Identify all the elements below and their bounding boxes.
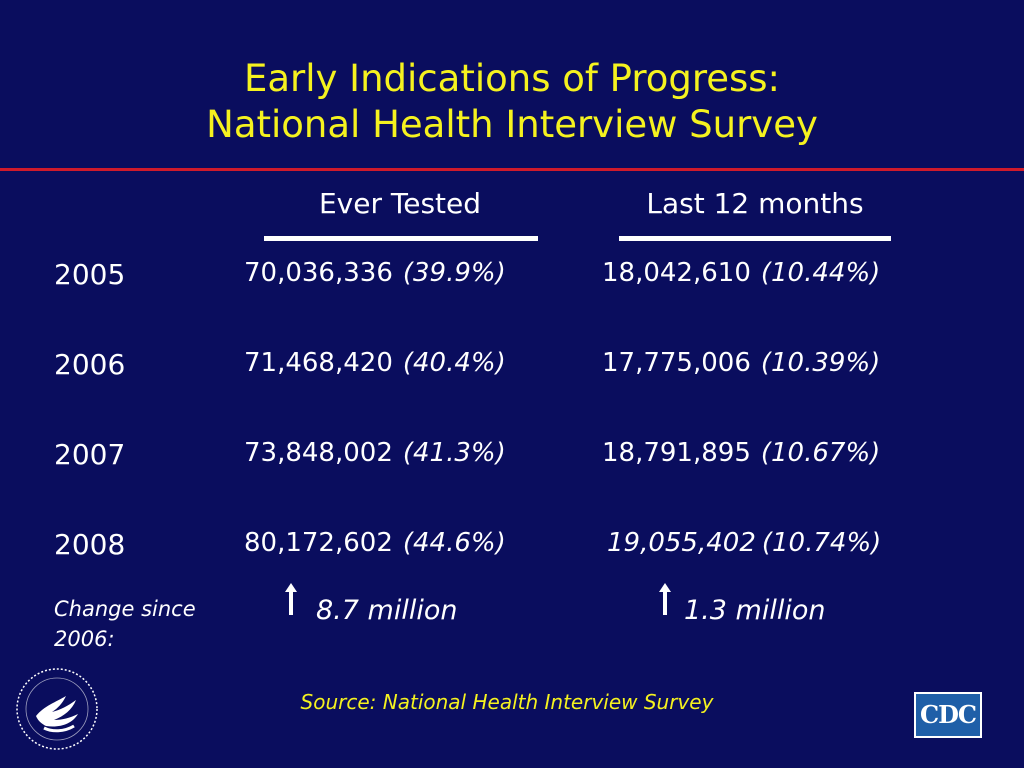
- row-year: 2007: [54, 438, 126, 471]
- last-12-months-cell: 18,791,895 (10.67%): [602, 438, 880, 468]
- ever-tested-cell: 73,848,002 (41.3%): [244, 438, 506, 468]
- last-12-months-change: 1.3 million: [684, 595, 826, 626]
- column-header-ever-tested: Ever Tested: [318, 187, 482, 220]
- last-12-months-percent: (10.44%): [760, 258, 881, 288]
- ever-tested-change: 8.7 million: [316, 595, 458, 626]
- ever-tested-percent: (40.4%): [402, 348, 506, 378]
- ever-tested-percent: (41.3%): [402, 438, 506, 468]
- cdc-logo: CDC: [914, 692, 982, 738]
- row-year: 2005: [54, 258, 126, 291]
- slide-title-line1: Early Indications of Progress:: [243, 57, 781, 100]
- change-since-label: Change since 2006:: [54, 597, 196, 651]
- ever-tested-percent: (39.9%): [402, 258, 506, 288]
- last-12-months-cell: 17,775,006 (10.39%): [602, 348, 880, 378]
- ever-tested-cell: 71,468,420 (40.4%): [244, 348, 506, 378]
- last-12-months-count: 18,791,895: [602, 438, 751, 468]
- last-12-months-count: 17,775,006: [602, 348, 751, 378]
- ever-tested-count: 80,172,602: [244, 528, 393, 558]
- row-year: 2006: [54, 348, 126, 381]
- ever-tested-cell: 80,172,602 (44.6%): [244, 528, 506, 558]
- last-12-months-cell: 19,055,402 (10.74%): [607, 528, 881, 558]
- up-arrow-icon: [659, 583, 671, 615]
- last-12-months-count: 18,042,610: [602, 258, 751, 288]
- column-underline-ever-tested: [264, 236, 538, 241]
- ever-tested-count: 71,468,420: [244, 348, 393, 378]
- column-underline-last-12-months: [619, 236, 891, 241]
- title-divider: [0, 168, 1024, 171]
- ever-tested-count: 73,848,002: [244, 438, 393, 468]
- last-12-months-cell: 18,042,610 (10.44%): [602, 258, 880, 288]
- last-12-months-percent: (10.39%): [760, 348, 881, 378]
- slide-title-line2: National Health Interview Survey: [206, 103, 818, 146]
- ever-tested-count: 70,036,336: [244, 258, 393, 288]
- ever-tested-cell: 70,036,336 (39.9%): [244, 258, 506, 288]
- last-12-months-percent: (10.67%): [760, 438, 881, 468]
- last-12-months-percent: (10.74%): [761, 528, 882, 558]
- ever-tested-percent: (44.6%): [402, 528, 506, 558]
- last-12-months-count: 19,055,402: [607, 528, 756, 558]
- slide-title: Early Indications of Progress: National …: [0, 56, 1024, 148]
- source-note: Source: National Health Interview Survey: [300, 690, 714, 714]
- row-year: 2008: [54, 528, 126, 561]
- up-arrow-icon: [285, 583, 297, 615]
- hhs-eagle-icon: [16, 668, 98, 750]
- column-header-last-12-months: Last 12 months: [646, 187, 864, 220]
